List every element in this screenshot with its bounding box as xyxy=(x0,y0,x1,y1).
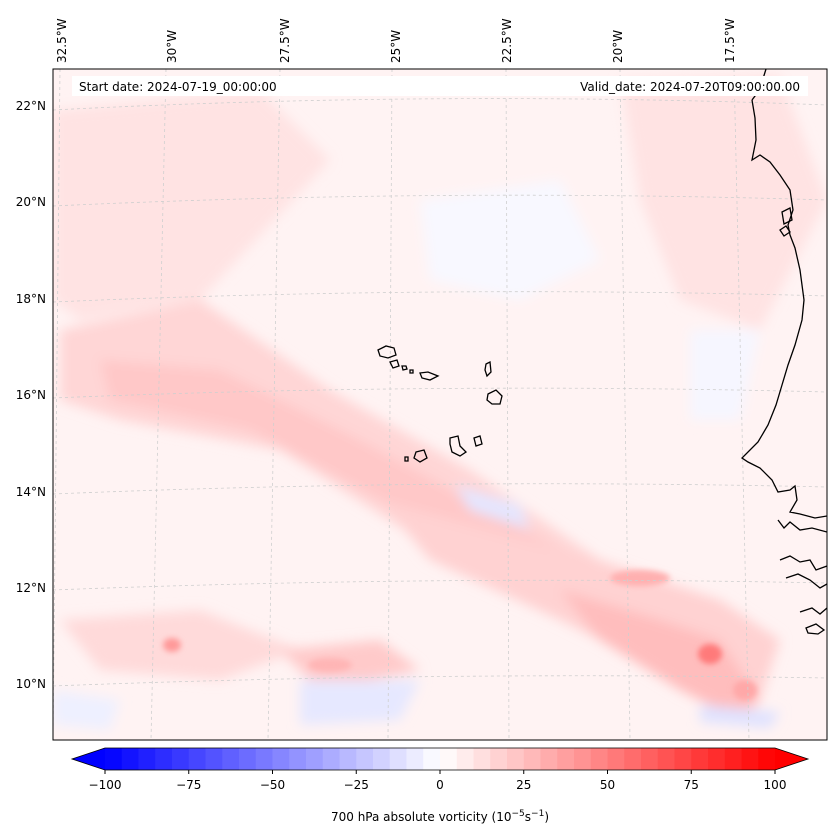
colorbar-segment xyxy=(456,748,474,770)
lat-label: 20°N xyxy=(16,195,46,209)
colorbar-segment xyxy=(289,748,307,770)
longitude-labels: 32.5°W 30°W 27.5°W 25°W 22.5°W 20°W 17.5… xyxy=(55,18,737,63)
colorbar-segment xyxy=(590,748,608,770)
map-panel xyxy=(53,69,827,740)
colorbar-segment xyxy=(155,748,173,770)
colorbar-segment xyxy=(440,748,458,770)
colorbar: −100 −75 −50 −25 0 25 50 75 100 700 hPa absolute… xyxy=(70,747,810,824)
latitude-labels: 22°N 20°N 18°N 16°N 14°N 12°N 10°N xyxy=(16,99,46,691)
title-background xyxy=(72,76,808,96)
colorbar-segment xyxy=(322,748,340,770)
colorbar-segment xyxy=(389,748,407,770)
lon-label: 30°W xyxy=(165,30,179,63)
vorticity-field-contours xyxy=(53,75,827,730)
colorbar-segment xyxy=(272,748,290,770)
lat-label: 14°N xyxy=(16,485,46,499)
colorbar-segment xyxy=(473,748,491,770)
colorbar-extend-max-arrow xyxy=(775,748,808,770)
colorbar-segment xyxy=(641,748,659,770)
colorbar-segment xyxy=(540,748,558,770)
colorbar-segment xyxy=(406,748,424,770)
colorbar-segment xyxy=(138,748,156,770)
colorbar-tick-label: 25 xyxy=(516,778,531,792)
colorbar-segment xyxy=(758,748,776,770)
colorbar-segment xyxy=(239,748,257,770)
colorbar-segment xyxy=(356,748,374,770)
lat-label: 18°N xyxy=(16,292,46,306)
colorbar-segment xyxy=(741,748,759,770)
lat-label: 16°N xyxy=(16,388,46,402)
colorbar-title: 700 hPa absolute vorticity (10−5s−1) xyxy=(331,809,549,824)
lon-label: 17.5°W xyxy=(723,18,737,63)
colorbar-segment xyxy=(172,748,190,770)
colorbar-tick-label: 0 xyxy=(436,778,444,792)
colorbar-segment xyxy=(205,748,223,770)
start-date-label: Start date: 2024-07-19_00:00:00 xyxy=(79,80,277,94)
colorbar-ticks: −100 −75 −50 −25 0 25 50 75 100 xyxy=(89,770,787,792)
colorbar-segment xyxy=(624,748,642,770)
map-gridlines xyxy=(53,69,827,740)
lat-label: 10°N xyxy=(16,677,46,691)
colorbar-segment xyxy=(373,748,391,770)
colorbar-segment xyxy=(523,748,541,770)
colorbar-segment xyxy=(674,748,692,770)
colorbar-segments xyxy=(105,748,776,770)
colorbar-tick-label: −100 xyxy=(89,778,122,792)
colorbar-segment xyxy=(507,748,525,770)
lat-label: 12°N xyxy=(16,581,46,595)
colorbar-segment xyxy=(339,748,357,770)
valid-date-label: Valid_date: 2024-07-20T09:00:00.00 xyxy=(580,80,800,94)
lat-label: 22°N xyxy=(16,99,46,113)
colorbar-tick-label: −50 xyxy=(260,778,285,792)
colorbar-segment xyxy=(490,748,508,770)
lon-label: 20°W xyxy=(611,30,625,63)
colorbar-segment xyxy=(121,748,139,770)
colorbar-segment xyxy=(607,748,625,770)
colorbar-extend-min-arrow xyxy=(72,748,105,770)
colorbar-tick-label: 50 xyxy=(600,778,615,792)
colorbar-segment xyxy=(306,748,324,770)
colorbar-segment xyxy=(724,748,742,770)
colorbar-tick-label: −25 xyxy=(344,778,369,792)
lon-label: 22.5°W xyxy=(500,18,514,63)
colorbar-segment xyxy=(708,748,726,770)
vorticity-maxima xyxy=(163,570,757,700)
colorbar-segment xyxy=(657,748,675,770)
lon-label: 32.5°W xyxy=(55,18,69,63)
map-frame xyxy=(52,68,828,741)
coastlines xyxy=(377,69,827,635)
lon-label: 25°W xyxy=(389,30,403,63)
colorbar-segment xyxy=(222,748,240,770)
colorbar-tick-label: 75 xyxy=(684,778,699,792)
colorbar-segment xyxy=(255,748,273,770)
colorbar-segment xyxy=(557,748,575,770)
colorbar-tick-label: −75 xyxy=(176,778,201,792)
colorbar-segment xyxy=(574,748,592,770)
colorbar-segment xyxy=(423,748,441,770)
lon-label: 27.5°W xyxy=(278,18,292,63)
colorbar-segment xyxy=(188,748,206,770)
colorbar-tick-label: 100 xyxy=(764,778,787,792)
colorbar-segment xyxy=(691,748,709,770)
colorbar-segment xyxy=(105,748,123,770)
